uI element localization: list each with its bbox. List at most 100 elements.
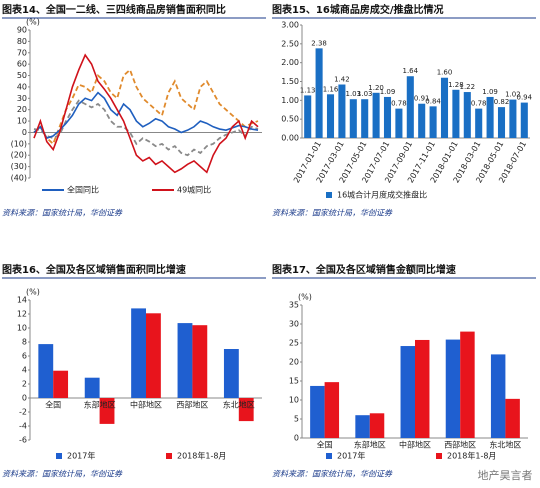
bar (84, 377, 100, 398)
value-label: 1.16 (323, 85, 339, 93)
y-tick-label: 0 (22, 394, 27, 403)
bar (315, 48, 323, 138)
bar (490, 354, 506, 438)
x-tick-label: 西部地区 (444, 440, 476, 450)
y-tick-label: (30) (11, 162, 27, 171)
legend-label: 2018年1-8月 (447, 451, 496, 461)
y-tick-label: (10) (11, 139, 27, 148)
value-label: 0.82 (494, 98, 510, 106)
bar (131, 308, 146, 398)
bar (238, 398, 254, 422)
y-tick-label: 8 (22, 338, 27, 347)
bar (146, 313, 161, 398)
x-tick-label: 全国 (45, 400, 61, 410)
y-tick-label: 90 (17, 26, 27, 35)
y-tick-label: -4 (19, 422, 27, 431)
value-label: 1.09 (482, 88, 498, 96)
source: 资料来源：国家统计局，华创证券 (2, 209, 123, 218)
y-tick-label: 4 (22, 366, 27, 375)
chart-title: 图表14、全国一二线、三四线商品房销售面积同比 (2, 3, 226, 16)
value-label: 1.03 (346, 90, 362, 98)
legend-swatch (166, 453, 172, 459)
legend-label: 全国同比 (67, 185, 99, 195)
source: 资料来源：国家统计局，华创证券 (272, 470, 393, 479)
legend-swatch (326, 453, 332, 459)
line (33, 99, 259, 157)
source: 资料来源：国家统计局，华创证券 (272, 209, 393, 218)
bar (509, 99, 517, 138)
chart-title: 图表16、全国及各区域销售面积同比增速 (2, 263, 186, 276)
legend-label: 2017年 (67, 451, 95, 461)
bar (400, 346, 415, 438)
chart-title: 图表15、16城商品房成交/推盘比情况 (272, 3, 443, 16)
y-tick-label: 10 (17, 117, 27, 126)
y-tick-label: 30 (17, 94, 27, 103)
y-tick-label: 5 (294, 415, 299, 424)
value-label: 2.38 (311, 39, 327, 47)
bar (372, 92, 380, 138)
legend-swatch (326, 192, 332, 198)
x-tick-label: 东部地区 (354, 440, 386, 450)
legend-swatch (436, 453, 442, 459)
bar (324, 382, 340, 438)
value-label: 1.60 (437, 69, 453, 77)
bar (383, 96, 392, 138)
y-tick-label: 2.50 (281, 39, 299, 48)
bar (445, 339, 461, 438)
y-tick-label: 25 (289, 339, 299, 348)
bar (395, 108, 403, 138)
y-tick-label: 20 (289, 358, 299, 367)
y-tick-label: 15 (289, 377, 299, 386)
x-tick-label: 东部地区 (84, 400, 116, 410)
y-tick-label: 3.00 (281, 21, 299, 30)
bar (452, 89, 460, 138)
unit: (%) (26, 18, 40, 27)
x-tick-label: 中部地区 (399, 440, 431, 450)
bar (369, 413, 385, 438)
x-tick-label: 东北地区 (489, 440, 521, 450)
value-label: 1.22 (460, 83, 476, 91)
bar (326, 94, 335, 138)
bar (440, 77, 449, 138)
unit: (%) (26, 288, 40, 297)
y-tick-label: 70 (17, 48, 27, 57)
y-tick-label: 50 (17, 71, 27, 80)
watermark: 地产昊言者 (478, 468, 533, 482)
chart-title: 图表17、全国及各区域销售金额同比增速 (272, 263, 456, 276)
unit: (%) (298, 293, 312, 302)
legend-label: 2017年 (337, 451, 365, 461)
line (33, 68, 259, 146)
bar (304, 95, 312, 138)
source: 资料来源：国家统计局，华创证券 (2, 470, 123, 479)
bar (497, 107, 506, 138)
y-tick-label: 14 (17, 296, 27, 305)
y-tick-label: 60 (17, 60, 27, 69)
bar (310, 385, 325, 438)
y-tick-label: (40) (11, 174, 27, 183)
value-label: 0.91 (414, 95, 430, 103)
value-label: 1.13 (300, 86, 316, 94)
bar (460, 331, 475, 438)
x-tick-label: 全国 (317, 440, 333, 450)
y-tick-label: 10 (289, 396, 299, 405)
y-tick-label: 80 (17, 37, 27, 46)
line (33, 91, 259, 140)
y-tick-label: 12 (17, 310, 27, 319)
y-tick-label: 40 (17, 82, 27, 91)
y-tick-label: -2 (19, 408, 27, 417)
bar (429, 106, 437, 138)
y-tick-label: 0 (22, 128, 27, 137)
y-tick-label: 35 (289, 301, 299, 310)
bar (463, 92, 471, 138)
value-label: 1.64 (403, 67, 419, 75)
legend-label: 49城同比 (177, 185, 211, 195)
y-tick-label: 2 (22, 380, 27, 389)
bar (223, 349, 239, 398)
bar (99, 398, 115, 424)
bar (53, 370, 69, 398)
legend-swatch (56, 453, 62, 459)
y-tick-label: 0.00 (281, 134, 299, 143)
legend-label: 16城合计月度成交推盘比 (337, 190, 427, 200)
line (33, 53, 259, 174)
